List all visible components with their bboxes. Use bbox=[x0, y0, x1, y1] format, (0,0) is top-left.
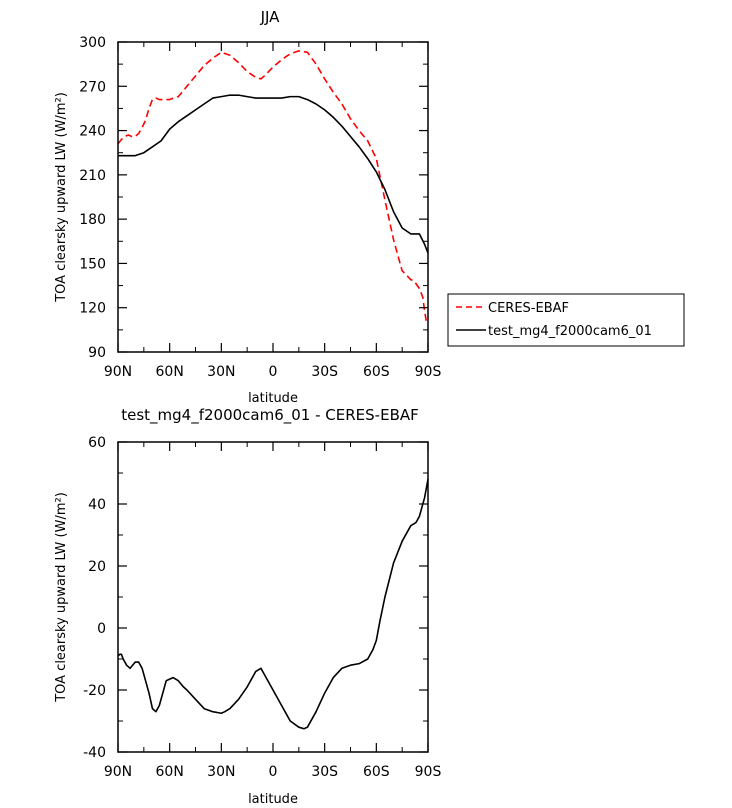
bottom-x-tick-label: 30S bbox=[311, 764, 338, 780]
bottom-series-0-line bbox=[117, 479, 429, 730]
top-plot-area: 90N 60N 30N 0 30S 60S 90S 90 120 150 180 210 240 270 3… bbox=[79, 35, 441, 380]
top-x-tick-label: 90N bbox=[104, 364, 132, 380]
top-y-tick-label: 270 bbox=[79, 79, 106, 95]
top-y-tick-label: 180 bbox=[79, 212, 106, 228]
top-y-axis-title: TOA clearsky upward LW (W/m²) bbox=[54, 92, 69, 303]
bottom-plot-area: 90N 60N 30N 0 30S 60S 90S -40 -20 0 20 40 60 bbox=[83, 435, 441, 780]
bottom-x-tick-label: 60N bbox=[156, 764, 184, 780]
legend: CERES-EBAF test_mg4_f2000cam6_01 bbox=[447, 293, 685, 347]
bottom-x-axis-title: latitude bbox=[248, 792, 298, 807]
top-x-axis-title: latitude bbox=[248, 391, 298, 406]
bottom-x-tick-label: 60S bbox=[363, 764, 390, 780]
top-x-tick-label: 30S bbox=[311, 364, 338, 380]
top-y-tick-label: 300 bbox=[79, 35, 106, 51]
top-chart-title: JJA bbox=[260, 8, 281, 26]
top-x-tick-label: 0 bbox=[269, 364, 278, 380]
top-series-1-line bbox=[118, 94, 429, 254]
bottom-y-tick-label: -40 bbox=[83, 745, 106, 761]
bottom-ticks-group: 90N 60N 30N 0 30S 60S 90S -40 -20 0 20 40 60 bbox=[83, 435, 441, 780]
top-x-tick-label: 60N bbox=[156, 364, 184, 380]
top-y-tick-label: 150 bbox=[79, 256, 106, 272]
top-series-0-line bbox=[117, 50, 429, 324]
legend-box bbox=[447, 293, 685, 347]
bottom-y-tick-label: 0 bbox=[97, 621, 106, 637]
top-panel: JJA 90N 60N 30N 0 30S 60S 90S 90 120 150 180 210 240… bbox=[54, 8, 685, 406]
bottom-plot-frame bbox=[117, 441, 429, 753]
legend-label-model: test_mg4_f2000cam6_01 bbox=[488, 324, 652, 339]
top-y-tick-label: 240 bbox=[79, 124, 106, 140]
top-x-tick-label: 60S bbox=[363, 364, 390, 380]
bottom-y-tick-label: 20 bbox=[88, 559, 106, 575]
bottom-series-group bbox=[117, 479, 429, 730]
top-y-tick-label: 120 bbox=[79, 301, 106, 317]
bottom-panel: test_mg4_f2000cam6_01 - CERES-EBAF 90N 60… bbox=[54, 406, 441, 807]
bottom-x-tick-label: 30N bbox=[207, 764, 235, 780]
top-y-tick-label: 90 bbox=[88, 345, 106, 361]
bottom-y-tick-label: 60 bbox=[88, 435, 106, 451]
bottom-x-tick-label: 0 bbox=[269, 764, 278, 780]
bottom-x-tick-label: 90S bbox=[415, 764, 442, 780]
bottom-x-tick-label: 90N bbox=[104, 764, 132, 780]
top-ticks-group: 90N 60N 30N 0 30S 60S 90S 90 120 150 180 210 240 270 3… bbox=[79, 35, 441, 380]
bottom-y-tick-label: -20 bbox=[83, 683, 106, 699]
top-x-tick-label: 90S bbox=[415, 364, 442, 380]
bottom-y-tick-label: 40 bbox=[88, 497, 106, 513]
top-x-tick-label: 30N bbox=[207, 364, 235, 380]
bottom-chart-title: test_mg4_f2000cam6_01 - CERES-EBAF bbox=[121, 406, 419, 425]
top-series-group bbox=[117, 50, 429, 324]
top-plot-frame bbox=[117, 41, 429, 353]
bottom-y-axis-title: TOA clearsky upward LW (W/m²) bbox=[54, 492, 69, 703]
top-y-tick-label: 210 bbox=[79, 168, 106, 184]
legend-label-ceres: CERES-EBAF bbox=[488, 301, 569, 316]
